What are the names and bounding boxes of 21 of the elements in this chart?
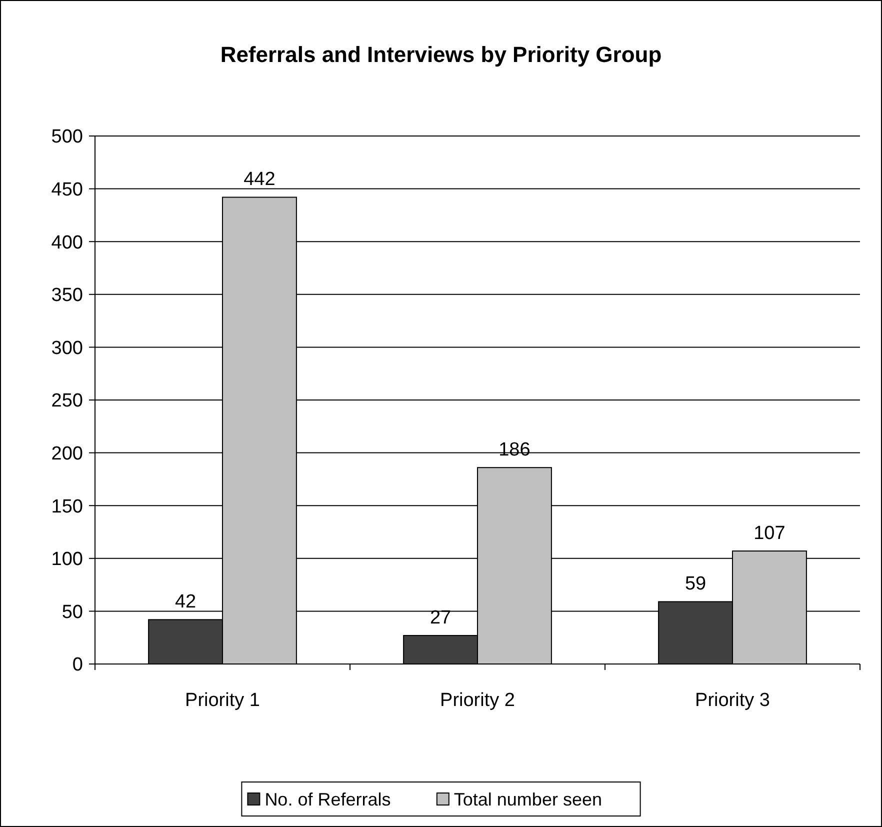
data-label: 107 bbox=[754, 523, 786, 544]
y-tick-label: 50 bbox=[62, 602, 83, 623]
y-tick-label: 0 bbox=[72, 654, 83, 676]
chart-title: Referrals and Interviews by Priority Group bbox=[220, 42, 662, 67]
y-tick-label: 150 bbox=[51, 496, 83, 518]
legend-label: No. of Referrals bbox=[264, 789, 391, 810]
x-tick-label: Priority 2 bbox=[440, 690, 515, 711]
data-label: 59 bbox=[684, 574, 706, 595]
y-tick-label: 200 bbox=[51, 443, 83, 464]
y-tick-label: 450 bbox=[51, 179, 83, 200]
y-tick-label: 400 bbox=[51, 232, 83, 254]
x-tick-label: Priority 1 bbox=[185, 690, 260, 711]
y-tick-label: 500 bbox=[51, 126, 83, 148]
legend-label: Total number seen bbox=[454, 789, 602, 810]
x-tick-label: Priority 3 bbox=[695, 690, 770, 711]
y-tick-label: 250 bbox=[51, 390, 83, 412]
y-tick-label: 350 bbox=[51, 285, 83, 306]
data-label: 442 bbox=[244, 169, 276, 190]
y-tick-label: 100 bbox=[51, 549, 83, 570]
data-label: 42 bbox=[174, 592, 196, 613]
y-tick-label: 300 bbox=[51, 338, 83, 359]
